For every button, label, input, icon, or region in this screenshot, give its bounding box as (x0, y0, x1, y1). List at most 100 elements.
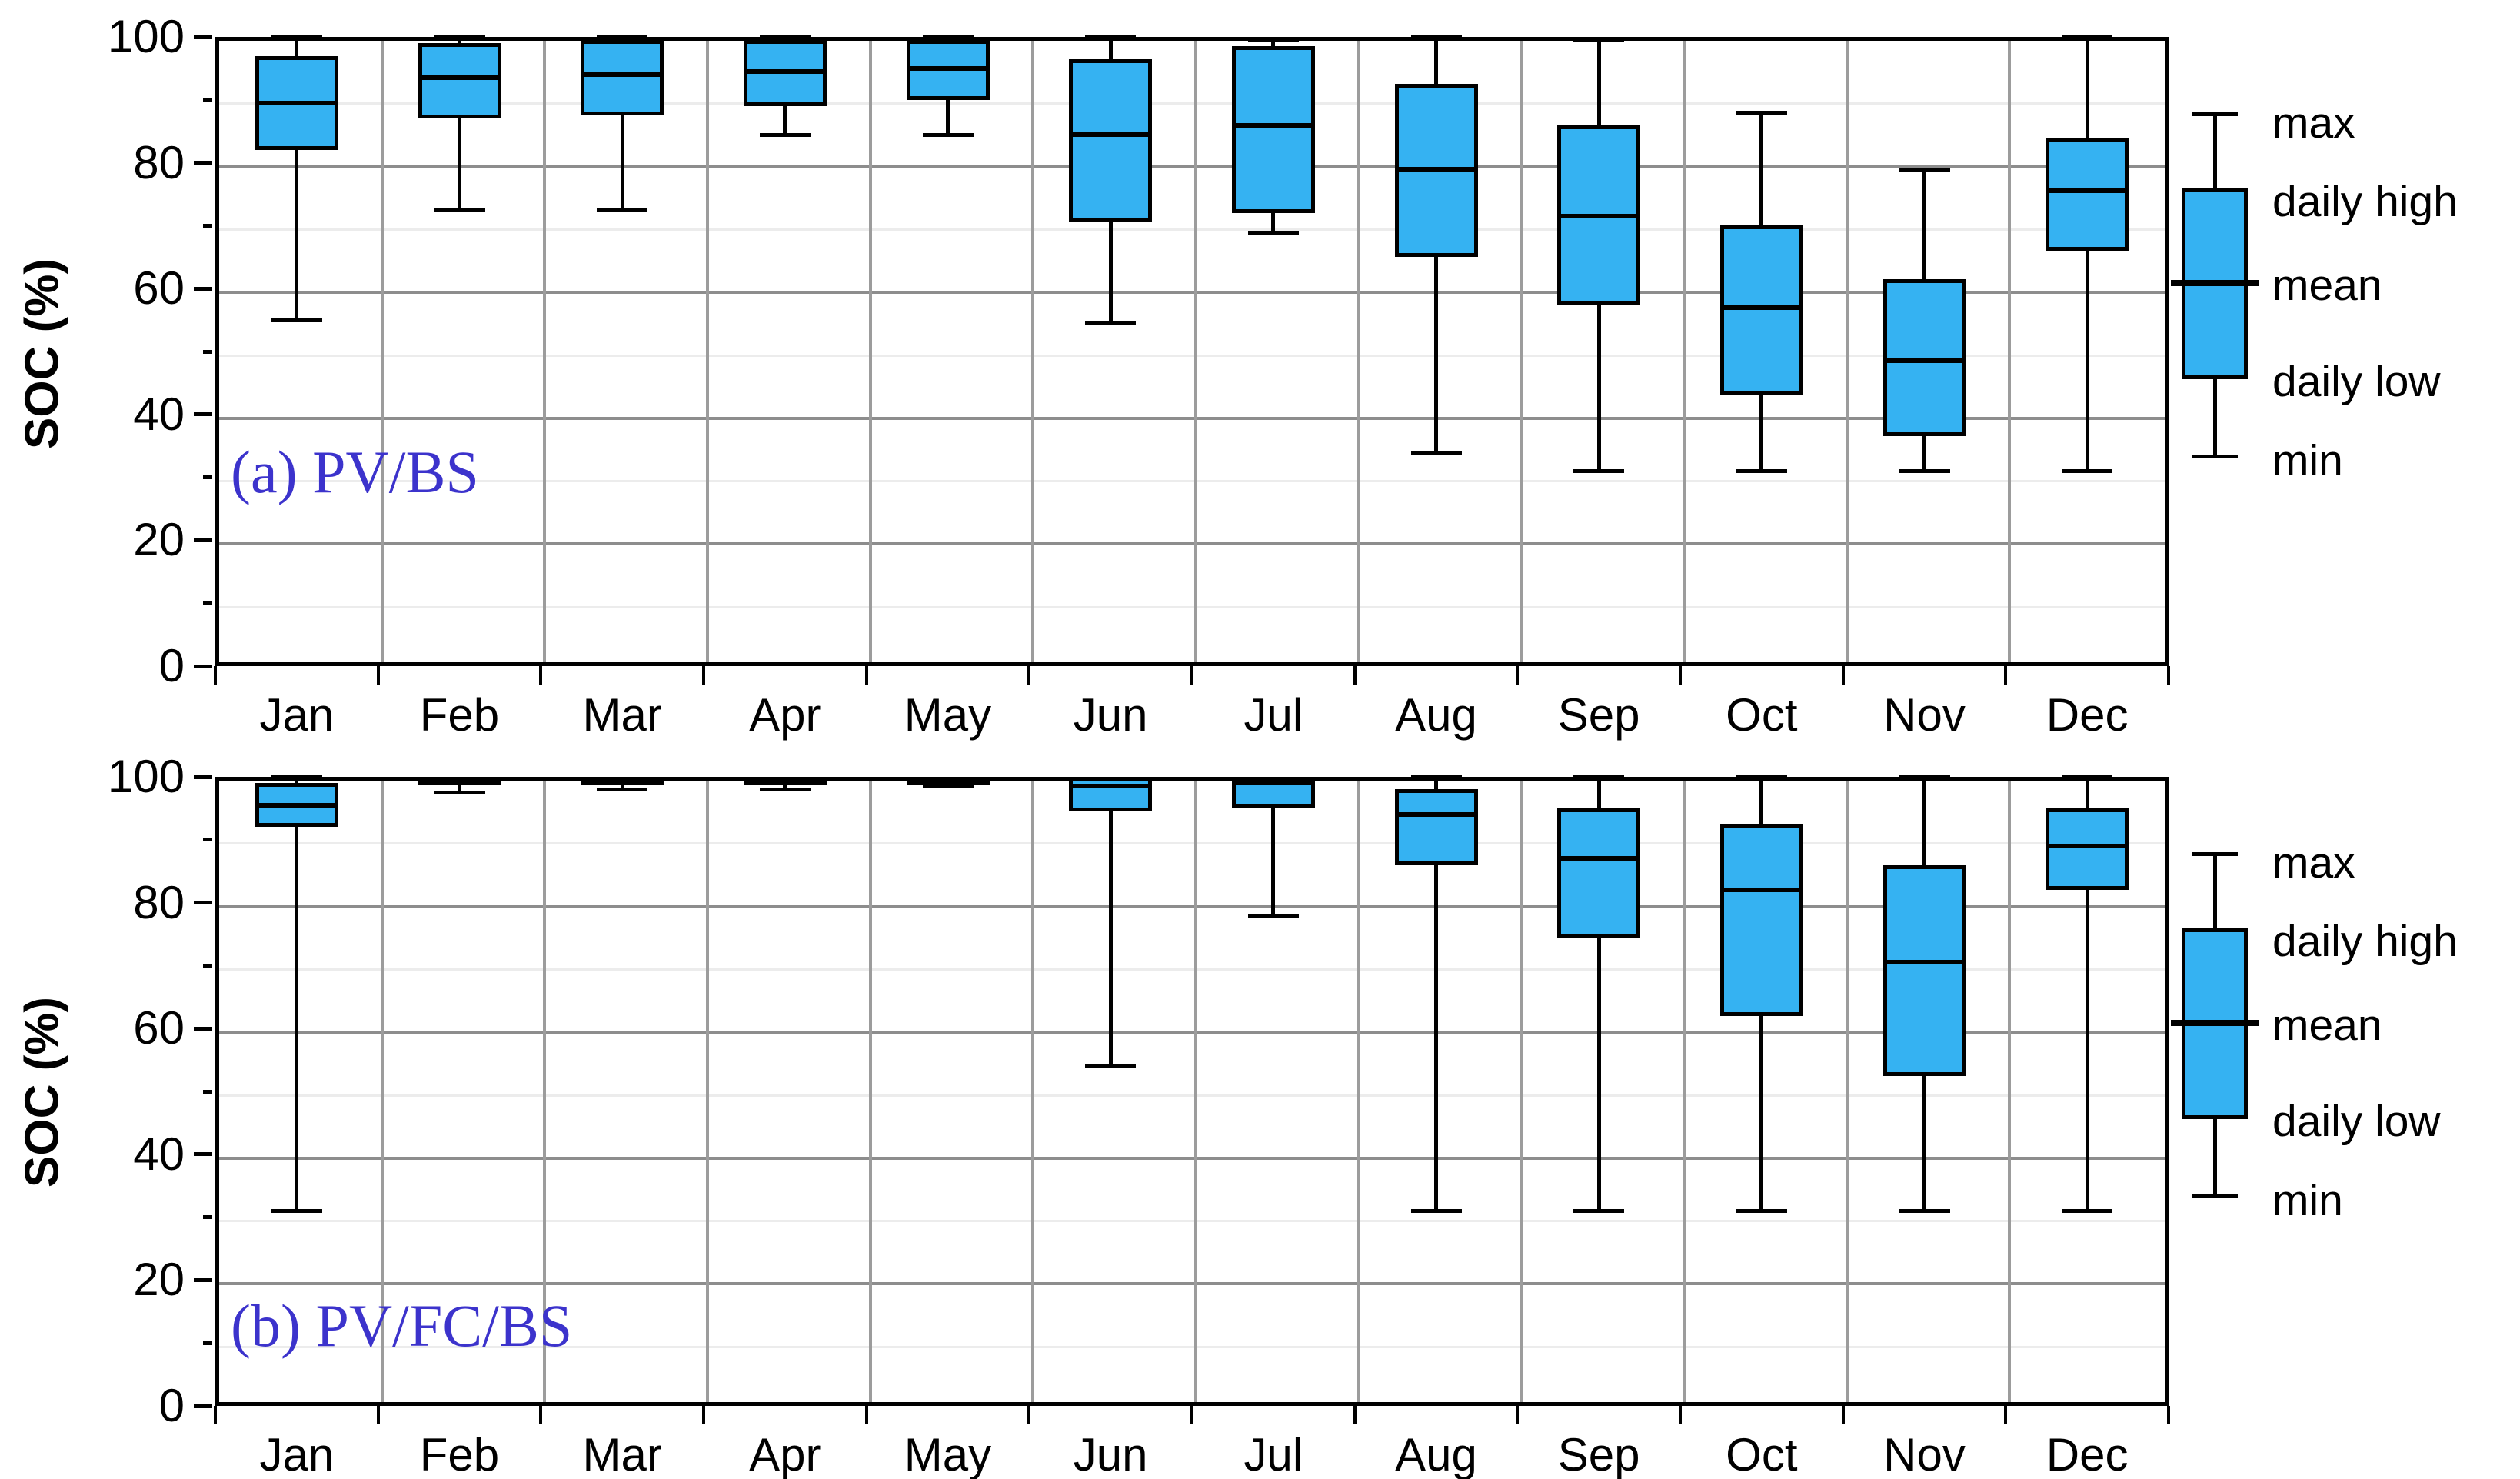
x-tick (539, 666, 543, 685)
mean-line (1069, 784, 1153, 789)
mean-line (743, 777, 827, 782)
month-boundary-gridline (380, 41, 384, 662)
iqr-box (1069, 58, 1153, 223)
lower-whisker (783, 781, 787, 790)
max-cap (597, 35, 648, 39)
x-tick (702, 1406, 705, 1424)
minor-gridline (219, 102, 2165, 105)
minor-gridline (219, 1220, 2165, 1223)
upper-whisker (1271, 40, 1276, 47)
y-tick-label: 0 (158, 640, 185, 691)
x-tick-label-apr: Apr (749, 689, 821, 741)
mean-line (1719, 305, 1803, 310)
minor-gridline (219, 480, 2165, 483)
x-tick (376, 1406, 380, 1424)
major-gridline (219, 904, 2165, 908)
x-tick-label-oct: Oct (1726, 1429, 1798, 1479)
mean-line (906, 778, 990, 783)
x-tick (1190, 1406, 1193, 1424)
min-cap (1899, 469, 1950, 474)
upper-whisker (1596, 777, 1601, 808)
upper-whisker (1759, 777, 1764, 824)
mean-line (1394, 166, 1478, 172)
mean-line (1069, 132, 1153, 137)
min-cap (1410, 1209, 1462, 1214)
mean-line (1883, 358, 1966, 364)
iqr-box (1883, 864, 1966, 1076)
month-boundary-gridline (706, 781, 709, 1402)
lower-whisker (1271, 808, 1276, 915)
x-tick (1353, 666, 1357, 685)
max-cap (1410, 775, 1462, 779)
x-tick (1516, 1406, 1520, 1424)
max-cap (2062, 775, 2113, 779)
legend-mean-line (2171, 1020, 2259, 1026)
x-tick (1679, 1406, 1682, 1424)
max-cap (1736, 111, 1787, 115)
major-gridline (219, 165, 2165, 168)
y-major-tick (194, 1152, 212, 1157)
major-gridline (219, 1156, 2165, 1160)
upper-whisker (295, 37, 299, 56)
legend-label-max: max (2272, 98, 2355, 148)
month-boundary-gridline (1683, 781, 1686, 1402)
legend-upper-whisker (2212, 854, 2217, 928)
lower-whisker (2085, 890, 2089, 1211)
y-tick-label: 80 (133, 876, 185, 928)
lower-whisker (1922, 1075, 1926, 1211)
month-boundary-gridline (868, 41, 872, 662)
x-tick (2167, 666, 2170, 685)
x-tick (864, 1406, 868, 1424)
x-tick-label-aug: Aug (1395, 1429, 1477, 1479)
legend-label-mean: mean (2272, 1001, 2382, 1050)
iqr-box (1069, 777, 1153, 811)
legend-max-cap (2192, 112, 2238, 116)
x-tick (702, 666, 705, 685)
upper-whisker (458, 37, 461, 44)
x-tick (214, 666, 217, 685)
y-minor-tick (203, 475, 212, 480)
max-cap (1410, 35, 1462, 39)
lower-whisker (1759, 1015, 1764, 1211)
month-boundary-gridline (1031, 781, 1035, 1402)
month-boundary-gridline (1357, 41, 1360, 662)
min-cap (434, 208, 485, 212)
min-cap (1247, 913, 1299, 918)
mean-line (1719, 888, 1803, 893)
month-boundary-gridline (1520, 781, 1523, 1402)
y-minor-tick (203, 98, 212, 102)
major-gridline (219, 416, 2165, 420)
x-tick (1516, 666, 1520, 685)
mean-line (1883, 960, 1966, 965)
y-major-tick (194, 161, 212, 165)
minor-gridline (219, 354, 2165, 357)
legend-mean-line (2171, 280, 2259, 286)
lower-whisker (458, 118, 461, 210)
minor-gridline (219, 605, 2165, 608)
x-tick-label-sep: Sep (1557, 1429, 1640, 1479)
mean-line (1557, 214, 1641, 219)
legend-lower-whisker (2212, 1119, 2217, 1196)
y-major-tick (194, 538, 212, 542)
max-cap (271, 775, 322, 779)
month-boundary-gridline (1357, 781, 1360, 1402)
min-cap (1085, 1064, 1137, 1069)
x-tick-label-jan: Jan (259, 1429, 335, 1479)
max-cap (1085, 35, 1137, 39)
legend-min-cap (2192, 1194, 2238, 1198)
x-tick (2004, 666, 2008, 685)
panel-a-plot-area (215, 37, 2169, 666)
min-cap (1247, 230, 1299, 235)
x-tick (1679, 666, 1682, 685)
y-minor-tick (203, 1341, 212, 1345)
iqr-box (581, 40, 664, 116)
max-cap (922, 35, 974, 39)
iqr-box (1883, 278, 1966, 437)
min-cap (759, 132, 811, 137)
mean-line (1557, 856, 1641, 861)
x-tick-label-jun: Jun (1073, 1429, 1148, 1479)
min-cap (1085, 321, 1137, 326)
mean-line (418, 75, 501, 81)
legend-label-max: max (2272, 838, 2355, 888)
x-tick-label-nov: Nov (1883, 689, 1966, 741)
